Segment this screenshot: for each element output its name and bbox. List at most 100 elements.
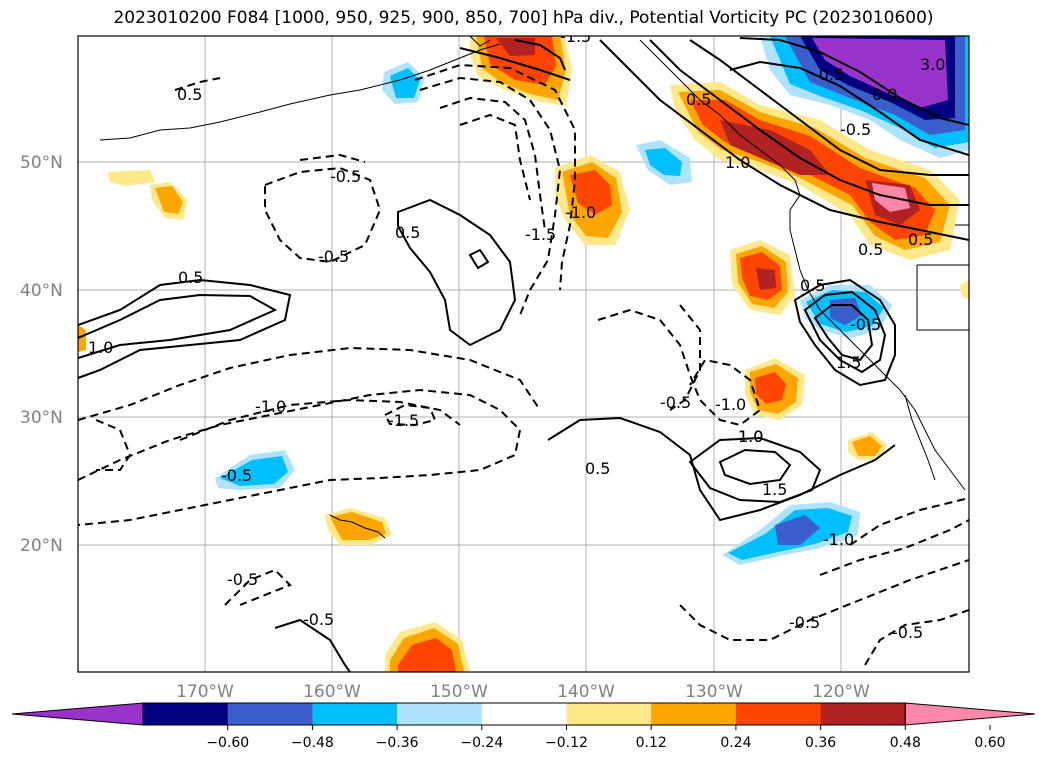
colorbar-outline [142, 702, 906, 726]
latitude-labels: 50°N 40°N 30°N 20°N [20, 153, 63, 556]
negative-pv-region [645, 148, 682, 176]
contour-label: 1.0 [725, 153, 750, 172]
contour-label: 0.5 [858, 240, 883, 259]
contour-label: 1.0 [738, 427, 763, 446]
contour-label: 1.0 [738, 427, 763, 446]
contour-label: 0.5 [585, 459, 610, 478]
contour-neg-0.5 [224, 568, 292, 606]
pv-filled-areas [78, 36, 969, 672]
colorbar: −0.60 −0.48 −0.36 −0.24 −0.12 0.12 0.24 0.36 0.4… [11, 702, 1036, 751]
contour-label: -1.5 [560, 27, 591, 46]
positive-pv-region [78, 325, 86, 352]
colorbar-extend-min [11, 702, 144, 726]
lon-label: 130°W [685, 682, 743, 702]
contour-1.0 [649, 39, 969, 206]
negative-pv-region [812, 38, 948, 108]
positive-pv-region [108, 170, 155, 186]
colorbar-cell [481, 703, 567, 725]
contour-neg-1.0 [819, 519, 969, 576]
colorbar-cells [11, 702, 1036, 726]
colorbar-tick-label: 0.48 [890, 735, 921, 751]
contour-label: -1.5 [525, 225, 556, 244]
contour-3.0 [739, 37, 969, 126]
contour-neg-0.5 [78, 388, 522, 526]
contour-label: 0.5 [178, 268, 203, 287]
map-border [77, 35, 970, 673]
negative-contours [78, 63, 969, 666]
contour-1.0 [688, 436, 822, 504]
contour-neg-1.0 [78, 346, 541, 421]
colorbar-extend-max [904, 702, 1036, 726]
colorbar-cell [820, 703, 906, 725]
contour-0.5 [547, 416, 896, 522]
contour-label: -1.0 [565, 203, 596, 222]
colorbar-tick-label: −0.48 [291, 735, 334, 751]
contour-neg-0.5 [264, 166, 382, 264]
contour-label: -0.5 [892, 623, 923, 642]
colorbar-tick-label: 0.60 [974, 735, 1005, 751]
positive-pv-region [155, 186, 183, 214]
contour-1.0 [78, 293, 278, 359]
contour-neg-0.5 [414, 63, 576, 291]
lon-label: 160°W [303, 682, 361, 702]
colorbar-tick-label: −0.24 [460, 735, 503, 751]
state-borders [916, 224, 969, 331]
contour-neg-1.5 [459, 113, 531, 201]
contour-neg-0.5 [174, 77, 221, 91]
positive-pv-region [330, 512, 386, 540]
contour-label: 0.5 [800, 276, 825, 295]
contour-1.0 [459, 47, 571, 81]
colorbar-cell [735, 703, 822, 725]
contour-0.5 [78, 278, 292, 379]
contour-label: 0.0 [872, 85, 897, 104]
contour-label: -0.5 [813, 65, 844, 84]
contour-0.5 [397, 198, 517, 347]
aleutian-coast [99, 43, 501, 141]
colorbar-cell [143, 703, 229, 725]
contour-2.0 [729, 60, 969, 156]
contour-label: -0.5 [789, 613, 820, 632]
contour-0.5 [599, 39, 969, 241]
contour-1.0 [803, 290, 887, 374]
colorbar-tick-label: 0.24 [720, 735, 751, 751]
lon-label: 120°W [812, 682, 870, 702]
negative-pv-region [775, 515, 820, 545]
positive-pv-region [570, 170, 612, 215]
positive-pv-region [755, 372, 786, 404]
contour-label: 1.5 [762, 480, 787, 499]
lon-label: 150°W [430, 682, 488, 702]
contour-neg-0.5 [864, 609, 969, 666]
contour-neg-0.5 [299, 153, 366, 163]
contour-label: -0.5 [850, 315, 881, 334]
negative-pv-region [220, 456, 288, 486]
longitude-labels: 170°W 160°W 150°W 140°W 130°W 120°W [176, 682, 870, 702]
contour-0.5 [468, 248, 490, 270]
positive-pv-region [720, 120, 830, 175]
contour-label: 0.5 [908, 230, 933, 249]
colorbar-cell [227, 703, 313, 725]
positive-pv-region [398, 638, 456, 672]
contour-1.5 [514, 39, 566, 71]
colorbar-cell [566, 703, 652, 725]
contour-neg-1.0 [179, 398, 461, 441]
colorbar-tick-label: −0.60 [206, 735, 249, 751]
contour-0.5 [793, 278, 896, 387]
contour-label: 1.5 [836, 353, 861, 372]
positive-pv-region [960, 280, 969, 300]
contour-label: -0.5 [660, 393, 691, 412]
contour-1.5 [689, 39, 969, 176]
baja-coast [904, 394, 936, 481]
lon-label: 140°W [557, 682, 615, 702]
contour-label: 0.5 [395, 223, 420, 242]
contour-neg-1.0 [597, 308, 762, 427]
contour-label: -1.0 [255, 397, 286, 416]
contour-label: -1.5 [388, 411, 419, 430]
contour-label: -0.5 [840, 120, 871, 139]
lat-label: 50°N [20, 153, 63, 173]
coastlines [99, 36, 969, 539]
contour-label: 3.0 [920, 55, 945, 74]
alaska-coast [469, 36, 491, 47]
contour-label: 1.0 [88, 338, 113, 357]
contour-label: -1.0 [715, 395, 746, 414]
